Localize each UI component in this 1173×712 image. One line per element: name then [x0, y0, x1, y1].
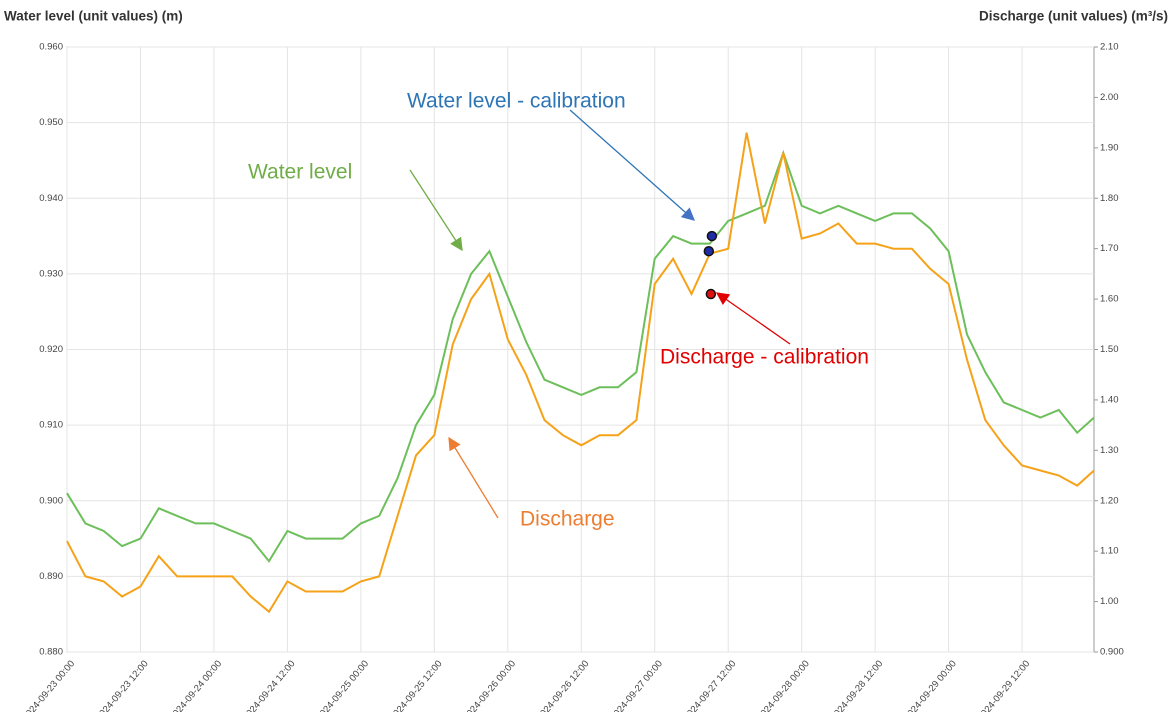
annotation-arrow — [448, 436, 499, 519]
y2-axis-title: Discharge (unit values) (m³/s) — [979, 9, 1168, 24]
x-tick-label: 2024-09-27 00:00 — [608, 658, 665, 712]
y-tick-label: 0.930 — [39, 268, 63, 279]
y2-tick-label: 1.70 — [1100, 243, 1119, 254]
y2-tick-label: 1.60 — [1100, 294, 1119, 305]
y2-tick-label: 2.00 — [1100, 92, 1119, 103]
annotation: Water level - calibration — [407, 90, 626, 113]
annotation: Discharge - calibration — [660, 346, 869, 369]
calibration-point — [705, 288, 717, 300]
annotation-arrow — [715, 292, 791, 345]
x-tick-label: 2024-09-23 12:00 — [94, 658, 151, 712]
x-tick-label: 2024-09-26 12:00 — [535, 658, 592, 712]
y2-tick-label: 0.900 — [1100, 647, 1124, 658]
x-tick-label: 2024-09-23 00:00 — [21, 658, 78, 712]
x-tick-label: 2024-09-28 12:00 — [829, 658, 886, 712]
y2-tick-label: 1.30 — [1100, 445, 1119, 456]
annotation-arrow — [569, 109, 695, 221]
y2-tick-label: 1.20 — [1100, 495, 1119, 506]
y-axis-title: Water level (unit values) (m) — [4, 9, 183, 24]
x-tick-label: 2024-09-24 12:00 — [241, 658, 298, 712]
x-tick-label: 2024-09-29 12:00 — [976, 658, 1033, 712]
y2-tick-label: 1.40 — [1100, 394, 1119, 405]
series-line — [66, 149, 1095, 563]
y-tick-label: 0.880 — [39, 647, 63, 658]
x-tick-label: 2024-09-27 12:00 — [682, 658, 739, 712]
series-line — [66, 132, 1095, 614]
x-tick-label: 2024-09-25 12:00 — [388, 658, 445, 712]
y-tick-label: 0.950 — [39, 117, 63, 128]
y2-tick-label: 2.10 — [1100, 42, 1119, 53]
x-tick-label: 2024-09-25 00:00 — [314, 658, 371, 712]
y2-tick-label: 1.10 — [1100, 546, 1119, 557]
calibration-point — [703, 245, 715, 257]
x-tick-label: 2024-09-26 00:00 — [461, 658, 518, 712]
annotation: Discharge — [520, 508, 615, 531]
y-tick-label: 0.920 — [39, 344, 63, 355]
y2-tick-label: 1.80 — [1100, 193, 1119, 204]
y2-tick-label: 1.50 — [1100, 344, 1119, 355]
y2-tick-label: 1.90 — [1100, 142, 1119, 153]
x-tick-label: 2024-09-28 00:00 — [755, 658, 812, 712]
y2-tick-label: 1.00 — [1100, 596, 1119, 607]
x-tick-label: 2024-09-24 00:00 — [168, 658, 225, 712]
annotation-arrow — [409, 169, 463, 252]
calibration-point — [706, 230, 718, 242]
y-tick-label: 0.910 — [39, 420, 63, 431]
y-tick-label: 0.960 — [39, 42, 63, 53]
annotation: Water level — [248, 161, 352, 184]
y-tick-label: 0.900 — [39, 495, 63, 506]
x-tick-label: 2024-09-29 00:00 — [902, 658, 959, 712]
y-tick-label: 0.890 — [39, 571, 63, 582]
y-tick-label: 0.940 — [39, 193, 63, 204]
